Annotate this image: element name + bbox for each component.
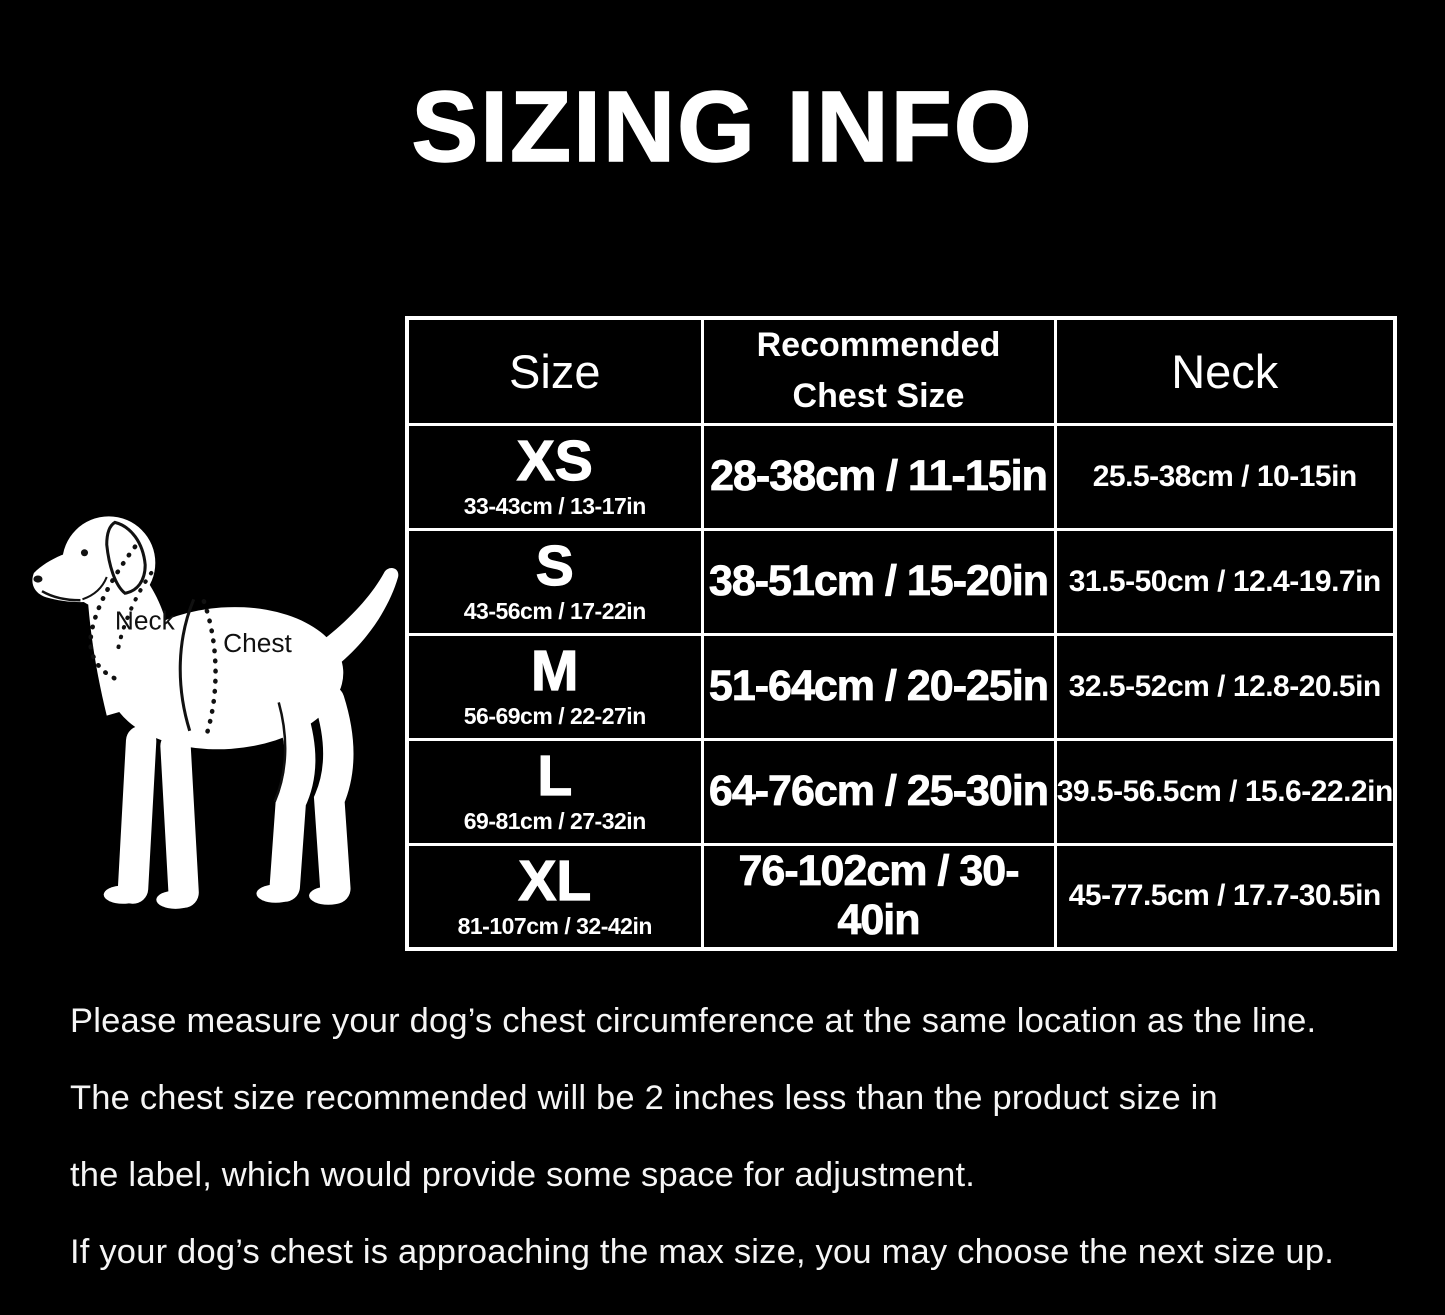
note-line-2: The chest size recommended will be 2 inc… [70,1079,1218,1117]
neck-cell: 25.5-38cm / 10-15in [1053,422,1397,531]
chest-cell: 28-38cm / 11-15in [700,422,1057,531]
chest-cell: 38-51cm / 15-20in [700,527,1057,636]
size-letter: S [535,534,574,598]
table-row-m: M 56-69cm / 22-27in 51-64cm / 20-25in 32… [405,632,1397,741]
note-line-4: If your dog’s chest is approaching the m… [70,1233,1334,1271]
size-letter: XL [518,848,592,913]
table-row-xs: XS 33-43cm / 13-17in 28-38cm / 11-15in 2… [405,422,1397,531]
note-line-1: Please measure your dog’s chest circumfe… [70,1002,1317,1040]
chest-measure-dotted-line [201,599,218,740]
dog-illustration: Neck Chest [32,516,399,909]
table-row-l: L 69-81cm / 27-32in 64-76cm / 25-30in 39… [405,737,1397,846]
neck-label: Neck [115,606,176,636]
size-letter: M [530,639,579,703]
size-letter: XS [516,429,593,493]
neck-measure-dotted-line-2 [114,570,154,658]
size-sub-range: 56-69cm / 22-27in [463,703,647,729]
neck-cell: 45-77.5cm / 17.7-30.5in [1053,842,1397,951]
mouth-line [41,590,81,602]
size-letter: L [537,744,573,808]
size-cell: XS 33-43cm / 13-17in [405,422,704,531]
neck-cell: 31.5-50cm / 12.4-19.7in [1053,527,1397,636]
table-row-s: S 43-56cm / 17-22in 38-51cm / 15-20in 31… [405,527,1397,636]
dog-silhouette [32,516,399,909]
chest-cell: 76-102cm / 30-40in [700,842,1057,951]
chest-label: Chest [223,628,292,658]
size-sub-range: 69-81cm / 27-32in [463,808,647,834]
size-sub-range: 81-107cm / 32-42in [457,912,653,939]
eye-dot [80,549,89,557]
jaw-line [82,576,108,601]
size-cell: L 69-81cm / 27-32in [405,737,704,846]
neck-cell: 39.5-56.5cm / 15.6-22.2in [1053,737,1397,846]
chest-measure-solid-line [178,598,196,732]
col-header-size: Size [405,316,704,426]
size-sub-range: 43-56cm / 17-22in [463,598,647,624]
thigh-line [273,702,287,803]
notes: Please measure your dog’s chest circumfe… [70,1002,1334,1310]
size-cell: S 43-56cm / 17-22in [405,527,704,636]
col-header-chest: Recommended Chest Size [700,316,1057,426]
neck-measure-dotted-line [88,544,138,683]
dog-measurement-diagram: Neck Chest [22,488,410,923]
sizing-table: Size Recommended Chest Size Neck XS 33-4… [405,316,1397,951]
neck-cell: 32.5-52cm / 12.8-20.5in [1053,632,1397,741]
page-title: SIZING INFO [411,70,1034,184]
chest-cell: 64-76cm / 25-30in [700,737,1057,846]
ear-shape [105,520,147,595]
chest-cell: 51-64cm / 20-25in [700,632,1057,741]
size-cell: M 56-69cm / 22-27in [405,632,704,741]
col-header-chest-line2: Chest Size [792,377,965,416]
size-sub-range: 33-43cm / 13-17in [463,493,647,519]
table-row-xl: XL 81-107cm / 32-42in 76-102cm / 30-40in… [405,842,1397,951]
note-line-3: the label, which would provide some spac… [70,1156,976,1194]
size-cell: XL 81-107cm / 32-42in [405,842,704,951]
nose-dot [33,575,43,583]
dog-detail-lines: Neck Chest [33,520,292,803]
col-header-chest-line1: Recommended [756,326,1001,365]
col-header-neck: Neck [1053,316,1397,426]
table-header-row: Size Recommended Chest Size Neck [405,316,1397,426]
